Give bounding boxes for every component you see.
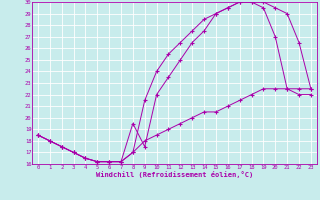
X-axis label: Windchill (Refroidissement éolien,°C): Windchill (Refroidissement éolien,°C)	[96, 171, 253, 178]
